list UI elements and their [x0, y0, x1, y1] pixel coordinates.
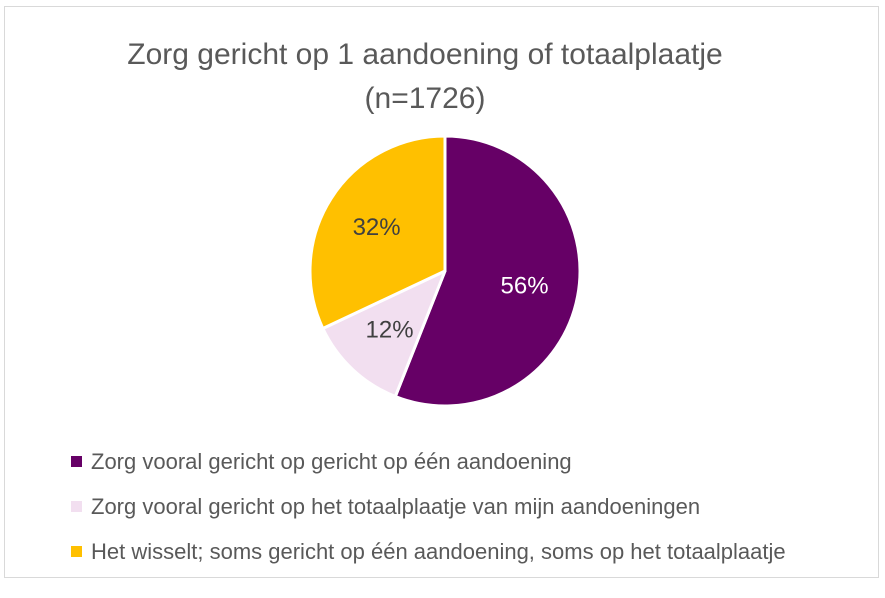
- legend-item-one-condition: Zorg vooral gericht op gericht op één aa…: [71, 439, 786, 484]
- chart-area: Zorg gericht op 1 aandoening of totaalpl…: [4, 6, 879, 578]
- pie-slice-one-condition: [393, 134, 582, 408]
- chart-subtitle: (n=1726): [364, 82, 486, 115]
- pie-chart: 56% 12% 32%: [308, 134, 582, 408]
- legend-swatch-one-condition: [71, 456, 82, 467]
- legend-swatch-total-picture: [71, 501, 82, 512]
- pie-slice-total-picture: [321, 269, 447, 399]
- legend-label: Het wisselt; soms gericht op één aandoen…: [91, 538, 786, 564]
- chart-title-line: Zorg gericht op 1 aandoening of totaalpl…: [127, 38, 723, 71]
- legend-item-varies: Het wisselt; soms gericht op één aandoen…: [71, 529, 786, 574]
- legend-label: Zorg vooral gericht op gericht op één aa…: [91, 448, 572, 474]
- legend-label: Zorg vooral gericht op het totaalplaatje…: [91, 493, 701, 519]
- chart-title: Zorg gericht op 1 aandoening of totaalpl…: [5, 33, 845, 121]
- data-label-total-picture: 12%: [366, 317, 414, 344]
- data-label-varies: 32%: [353, 214, 401, 241]
- chart-legend: Zorg vooral gericht op gericht op één aa…: [71, 439, 786, 574]
- legend-item-total-picture: Zorg vooral gericht op het totaalplaatje…: [71, 484, 786, 529]
- data-label-one-condition: 56%: [501, 273, 549, 300]
- legend-swatch-varies: [71, 546, 82, 557]
- pie-slice-varies: [308, 134, 447, 330]
